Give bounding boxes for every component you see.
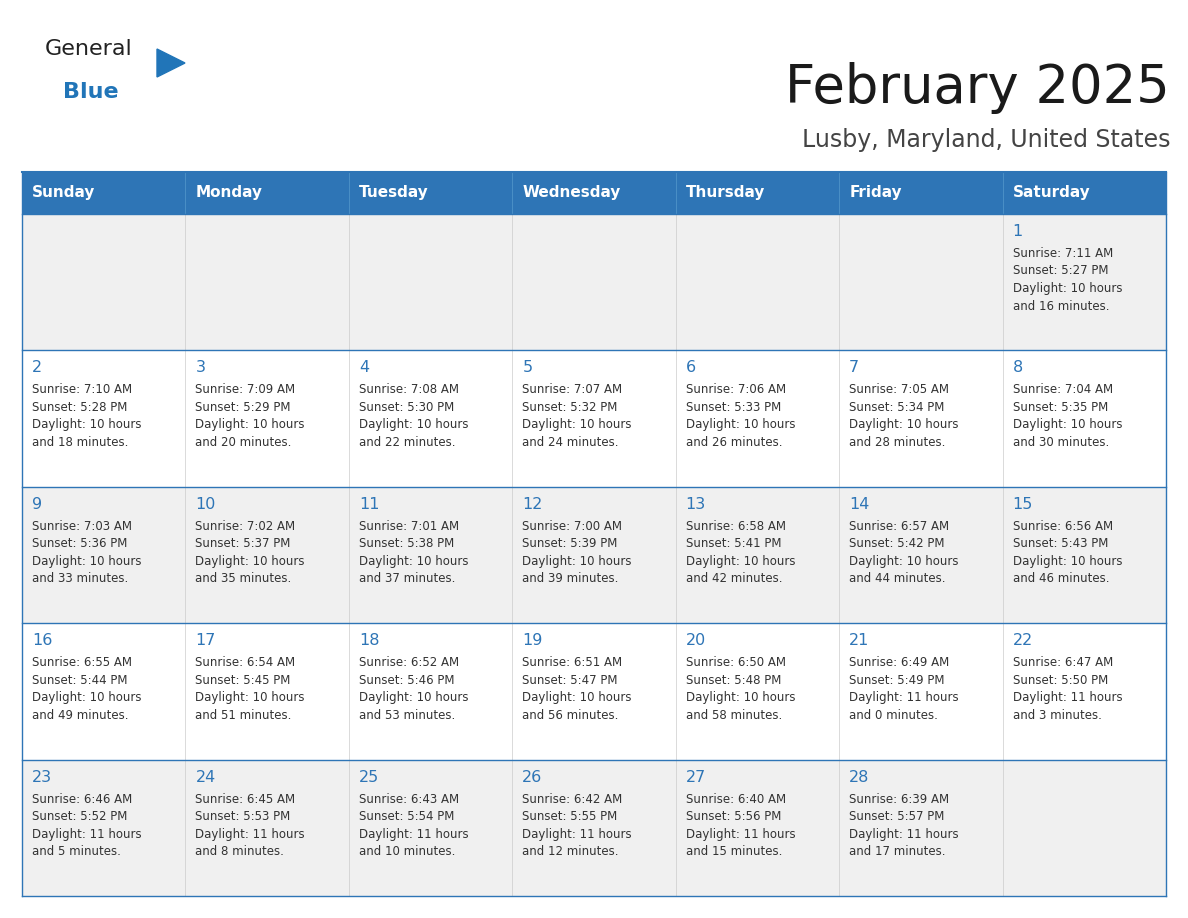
Text: 27: 27 <box>685 769 706 785</box>
Text: 3: 3 <box>196 361 206 375</box>
Text: 20: 20 <box>685 633 706 648</box>
Text: Sunday: Sunday <box>32 185 95 200</box>
Text: 18: 18 <box>359 633 379 648</box>
Text: 14: 14 <box>849 497 870 512</box>
Text: Sunrise: 7:03 AM
Sunset: 5:36 PM
Daylight: 10 hours
and 33 minutes.: Sunrise: 7:03 AM Sunset: 5:36 PM Dayligh… <box>32 520 141 586</box>
Text: Sunrise: 7:10 AM
Sunset: 5:28 PM
Daylight: 10 hours
and 18 minutes.: Sunrise: 7:10 AM Sunset: 5:28 PM Dayligh… <box>32 384 141 449</box>
Text: 9: 9 <box>32 497 42 512</box>
Text: Sunrise: 6:45 AM
Sunset: 5:53 PM
Daylight: 11 hours
and 8 minutes.: Sunrise: 6:45 AM Sunset: 5:53 PM Dayligh… <box>196 792 305 858</box>
Text: 19: 19 <box>523 633 543 648</box>
Text: 1: 1 <box>1012 224 1023 239</box>
Text: 4: 4 <box>359 361 369 375</box>
Bar <box>23 623 1165 759</box>
Text: 5: 5 <box>523 361 532 375</box>
Text: February 2025: February 2025 <box>785 62 1170 114</box>
Text: Sunrise: 6:43 AM
Sunset: 5:54 PM
Daylight: 11 hours
and 10 minutes.: Sunrise: 6:43 AM Sunset: 5:54 PM Dayligh… <box>359 792 468 858</box>
Text: Sunrise: 6:55 AM
Sunset: 5:44 PM
Daylight: 10 hours
and 49 minutes.: Sunrise: 6:55 AM Sunset: 5:44 PM Dayligh… <box>32 656 141 722</box>
Text: Blue: Blue <box>63 82 119 102</box>
Text: General: General <box>45 39 133 59</box>
Text: Sunrise: 6:56 AM
Sunset: 5:43 PM
Daylight: 10 hours
and 46 minutes.: Sunrise: 6:56 AM Sunset: 5:43 PM Dayligh… <box>1012 520 1123 586</box>
Text: 23: 23 <box>32 769 52 785</box>
Text: Sunrise: 6:57 AM
Sunset: 5:42 PM
Daylight: 10 hours
and 44 minutes.: Sunrise: 6:57 AM Sunset: 5:42 PM Dayligh… <box>849 520 959 586</box>
Text: Sunrise: 7:05 AM
Sunset: 5:34 PM
Daylight: 10 hours
and 28 minutes.: Sunrise: 7:05 AM Sunset: 5:34 PM Dayligh… <box>849 384 959 449</box>
Text: 24: 24 <box>196 769 216 785</box>
Text: Sunrise: 7:06 AM
Sunset: 5:33 PM
Daylight: 10 hours
and 26 minutes.: Sunrise: 7:06 AM Sunset: 5:33 PM Dayligh… <box>685 384 795 449</box>
Text: Sunrise: 6:54 AM
Sunset: 5:45 PM
Daylight: 10 hours
and 51 minutes.: Sunrise: 6:54 AM Sunset: 5:45 PM Dayligh… <box>196 656 305 722</box>
Text: Friday: Friday <box>849 185 902 200</box>
Bar <box>23 351 1165 487</box>
Text: 2: 2 <box>32 361 42 375</box>
Text: 8: 8 <box>1012 361 1023 375</box>
Text: Sunrise: 6:47 AM
Sunset: 5:50 PM
Daylight: 11 hours
and 3 minutes.: Sunrise: 6:47 AM Sunset: 5:50 PM Dayligh… <box>1012 656 1123 722</box>
Text: Sunrise: 6:42 AM
Sunset: 5:55 PM
Daylight: 11 hours
and 12 minutes.: Sunrise: 6:42 AM Sunset: 5:55 PM Dayligh… <box>523 792 632 858</box>
Text: Sunrise: 7:01 AM
Sunset: 5:38 PM
Daylight: 10 hours
and 37 minutes.: Sunrise: 7:01 AM Sunset: 5:38 PM Dayligh… <box>359 520 468 586</box>
Text: Lusby, Maryland, United States: Lusby, Maryland, United States <box>802 128 1170 152</box>
Text: 26: 26 <box>523 769 543 785</box>
Text: Tuesday: Tuesday <box>359 185 429 200</box>
Bar <box>23 487 1165 623</box>
Bar <box>23 759 1165 896</box>
Text: 11: 11 <box>359 497 379 512</box>
Polygon shape <box>157 49 185 77</box>
Text: Sunrise: 7:11 AM
Sunset: 5:27 PM
Daylight: 10 hours
and 16 minutes.: Sunrise: 7:11 AM Sunset: 5:27 PM Dayligh… <box>1012 247 1123 312</box>
Text: Sunrise: 6:51 AM
Sunset: 5:47 PM
Daylight: 10 hours
and 56 minutes.: Sunrise: 6:51 AM Sunset: 5:47 PM Dayligh… <box>523 656 632 722</box>
Text: 16: 16 <box>32 633 52 648</box>
Text: Sunrise: 6:40 AM
Sunset: 5:56 PM
Daylight: 11 hours
and 15 minutes.: Sunrise: 6:40 AM Sunset: 5:56 PM Dayligh… <box>685 792 795 858</box>
Text: Sunrise: 6:46 AM
Sunset: 5:52 PM
Daylight: 11 hours
and 5 minutes.: Sunrise: 6:46 AM Sunset: 5:52 PM Dayligh… <box>32 792 141 858</box>
Text: 25: 25 <box>359 769 379 785</box>
Bar <box>23 172 1165 214</box>
Text: Sunrise: 6:39 AM
Sunset: 5:57 PM
Daylight: 11 hours
and 17 minutes.: Sunrise: 6:39 AM Sunset: 5:57 PM Dayligh… <box>849 792 959 858</box>
Text: Sunrise: 7:00 AM
Sunset: 5:39 PM
Daylight: 10 hours
and 39 minutes.: Sunrise: 7:00 AM Sunset: 5:39 PM Dayligh… <box>523 520 632 586</box>
Text: 13: 13 <box>685 497 706 512</box>
Bar <box>23 214 1165 351</box>
Text: Sunrise: 6:58 AM
Sunset: 5:41 PM
Daylight: 10 hours
and 42 minutes.: Sunrise: 6:58 AM Sunset: 5:41 PM Dayligh… <box>685 520 795 586</box>
Text: Thursday: Thursday <box>685 185 765 200</box>
Text: Sunrise: 7:09 AM
Sunset: 5:29 PM
Daylight: 10 hours
and 20 minutes.: Sunrise: 7:09 AM Sunset: 5:29 PM Dayligh… <box>196 384 305 449</box>
Text: 12: 12 <box>523 497 543 512</box>
Text: Sunrise: 6:49 AM
Sunset: 5:49 PM
Daylight: 11 hours
and 0 minutes.: Sunrise: 6:49 AM Sunset: 5:49 PM Dayligh… <box>849 656 959 722</box>
Text: 28: 28 <box>849 769 870 785</box>
Text: Sunrise: 7:07 AM
Sunset: 5:32 PM
Daylight: 10 hours
and 24 minutes.: Sunrise: 7:07 AM Sunset: 5:32 PM Dayligh… <box>523 384 632 449</box>
Text: Wednesday: Wednesday <box>523 185 620 200</box>
Text: Sunrise: 7:08 AM
Sunset: 5:30 PM
Daylight: 10 hours
and 22 minutes.: Sunrise: 7:08 AM Sunset: 5:30 PM Dayligh… <box>359 384 468 449</box>
Text: 21: 21 <box>849 633 870 648</box>
Text: 6: 6 <box>685 361 696 375</box>
Text: 15: 15 <box>1012 497 1032 512</box>
Text: 17: 17 <box>196 633 216 648</box>
Text: 22: 22 <box>1012 633 1032 648</box>
Text: 7: 7 <box>849 361 859 375</box>
Text: Sunrise: 7:04 AM
Sunset: 5:35 PM
Daylight: 10 hours
and 30 minutes.: Sunrise: 7:04 AM Sunset: 5:35 PM Dayligh… <box>1012 384 1123 449</box>
Text: Sunrise: 6:50 AM
Sunset: 5:48 PM
Daylight: 10 hours
and 58 minutes.: Sunrise: 6:50 AM Sunset: 5:48 PM Dayligh… <box>685 656 795 722</box>
Text: Sunrise: 6:52 AM
Sunset: 5:46 PM
Daylight: 10 hours
and 53 minutes.: Sunrise: 6:52 AM Sunset: 5:46 PM Dayligh… <box>359 656 468 722</box>
Text: Monday: Monday <box>196 185 263 200</box>
Text: Saturday: Saturday <box>1012 185 1091 200</box>
Text: 10: 10 <box>196 497 216 512</box>
Text: Sunrise: 7:02 AM
Sunset: 5:37 PM
Daylight: 10 hours
and 35 minutes.: Sunrise: 7:02 AM Sunset: 5:37 PM Dayligh… <box>196 520 305 586</box>
